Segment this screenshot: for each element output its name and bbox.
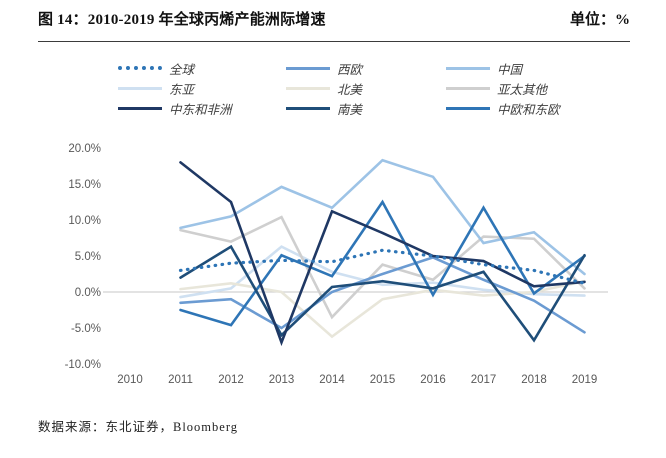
- legend-item: 南美: [286, 98, 446, 118]
- y-axis-tick-label: 0.0%: [75, 287, 101, 299]
- legend-label: 亚太其他: [497, 82, 548, 97]
- legend-swatch: [446, 106, 490, 110]
- legend-swatch: [118, 86, 162, 90]
- legend-item: 全球: [118, 58, 286, 78]
- legend-swatch: [286, 106, 330, 110]
- x-axis-tick-label: 2014: [319, 374, 345, 386]
- series-line-2: [179, 256, 586, 334]
- legend-swatch: [286, 66, 330, 70]
- x-axis-tick-label: 2013: [269, 374, 295, 386]
- series-line-1: [178, 248, 587, 285]
- chart-legend: 全球 西欧 中国东亚 北美 亚太其他中东和非洲 南美 中欧和东欧: [118, 58, 610, 118]
- series-line-4: [179, 245, 586, 299]
- y-axis-tick-label: -5.0%: [71, 323, 101, 335]
- legend-item: 亚太其他: [446, 78, 610, 98]
- x-axis-tick-label: 2015: [370, 374, 396, 386]
- legend-label: 全球: [169, 62, 195, 77]
- y-axis-tick-label: 15.0%: [68, 179, 101, 191]
- y-axis-tick-label: 20.0%: [68, 143, 101, 155]
- legend-item: 东亚: [118, 78, 286, 98]
- legend-item: 中国: [446, 58, 610, 78]
- legend-swatch: [446, 66, 490, 70]
- legend-label: 北美: [337, 82, 363, 97]
- legend-swatch: [118, 66, 162, 70]
- legend-swatch: [286, 86, 330, 90]
- series-line-9: [179, 199, 586, 327]
- legend-label: 中东和非洲: [169, 102, 232, 117]
- y-axis-tick-label: -10.0%: [65, 359, 101, 371]
- legend-item: 中欧和东欧: [446, 98, 610, 118]
- legend-swatch: [446, 86, 490, 90]
- data-source-note: 数据来源：东北证券，Bloomberg: [38, 420, 239, 434]
- y-axis-tick-label: 5.0%: [75, 251, 101, 263]
- legend-item: 西欧: [286, 58, 446, 78]
- x-axis-tick-label: 2018: [521, 374, 547, 386]
- figure-header: 图 14：2010-2019 年全球丙烯产能洲际增速 单位：%: [38, 8, 630, 32]
- legend-label: 中国: [497, 62, 523, 77]
- line-chart: 20.0% 15.0% 10.0% 5.0% 0.0% -5.0% -10.0% 2010 20…: [65, 143, 608, 386]
- legend-item: 中东和非洲: [118, 98, 286, 118]
- series-line-3: [179, 158, 586, 276]
- x-axis-tick-label: 2010: [117, 374, 143, 386]
- x-axis-tick-label: 2011: [168, 374, 193, 386]
- legend-item: 北美: [286, 78, 446, 98]
- x-axis-tick-label: 2016: [420, 374, 446, 386]
- legend-label: 东亚: [169, 82, 195, 97]
- x-axis-tick-label: 2019: [572, 374, 598, 386]
- legend-label: 西欧: [337, 62, 363, 77]
- x-axis-tick-label: 2017: [471, 374, 497, 386]
- figure-unit-label: 单位：%: [569, 12, 630, 28]
- legend-label: 中欧和东欧: [497, 102, 560, 117]
- legend-swatch: [118, 106, 162, 110]
- series-line-8: [179, 244, 586, 343]
- series-line-7: [179, 161, 586, 347]
- y-axis-tick-label: 10.0%: [68, 215, 101, 227]
- header-divider: [38, 41, 630, 42]
- x-axis-tick-label: 2012: [218, 374, 244, 386]
- series-line-6: [179, 215, 586, 320]
- figure-title: 图 14：2010-2019 年全球丙烯产能洲际增速: [38, 12, 326, 28]
- legend-label: 南美: [337, 102, 363, 117]
